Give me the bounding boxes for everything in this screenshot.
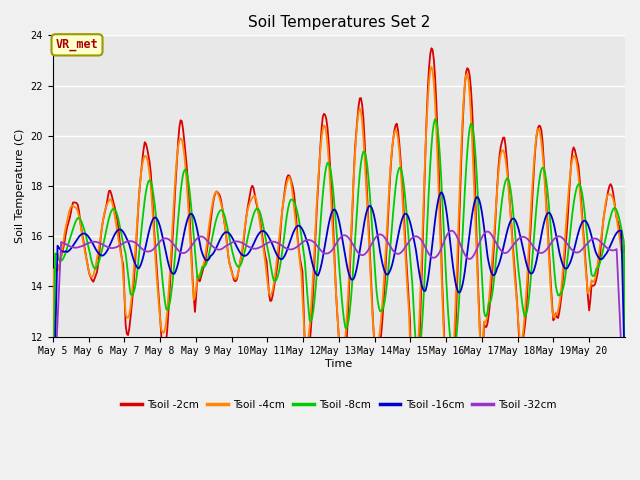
Tsoil -16cm [227, 232, 235, 238]
Tsoil -8cm [397, 165, 404, 171]
Tsoil -32cm [470, 251, 478, 257]
Tsoil -16cm [369, 208, 377, 214]
Tsoil -4cm [369, 321, 377, 326]
Line: Tsoil -32cm: Tsoil -32cm [52, 231, 625, 429]
Tsoil -32cm [570, 249, 577, 254]
Tsoil -8cm [291, 199, 298, 205]
Tsoil -4cm [410, 401, 417, 407]
Tsoil -4cm [49, 388, 56, 394]
Tsoil -2cm [397, 154, 404, 160]
Tsoil -2cm [291, 191, 298, 197]
Tsoil -2cm [470, 167, 478, 173]
Tsoil -32cm [227, 240, 235, 246]
Line: Tsoil -4cm: Tsoil -4cm [52, 67, 625, 404]
Tsoil -16cm [470, 200, 478, 205]
Tsoil -16cm [49, 437, 56, 443]
Title: Soil Temperatures Set 2: Soil Temperatures Set 2 [248, 15, 430, 30]
Tsoil -32cm [369, 239, 377, 244]
Y-axis label: Soil Temperature (C): Soil Temperature (C) [15, 129, 25, 243]
Tsoil -32cm [291, 246, 298, 252]
Tsoil -2cm [621, 243, 629, 249]
Tsoil -2cm [227, 265, 235, 271]
Tsoil -4cm [291, 205, 298, 211]
Tsoil -8cm [227, 241, 235, 247]
Line: Tsoil -16cm: Tsoil -16cm [52, 192, 625, 440]
Line: Tsoil -2cm: Tsoil -2cm [52, 48, 625, 453]
Tsoil -16cm [437, 190, 445, 195]
Text: VR_met: VR_met [56, 38, 99, 51]
Legend: Tsoil -2cm, Tsoil -4cm, Tsoil -8cm, Tsoil -16cm, Tsoil -32cm: Tsoil -2cm, Tsoil -4cm, Tsoil -8cm, Tsoi… [116, 396, 561, 414]
Tsoil -4cm [571, 154, 579, 159]
Tsoil -8cm [570, 201, 577, 207]
Tsoil -16cm [570, 249, 577, 254]
Tsoil -16cm [621, 381, 629, 387]
X-axis label: Time: Time [325, 359, 353, 369]
Tsoil -32cm [448, 228, 456, 234]
Line: Tsoil -8cm: Tsoil -8cm [52, 119, 625, 449]
Tsoil -8cm [621, 340, 629, 346]
Tsoil -4cm [428, 64, 435, 70]
Tsoil -8cm [431, 116, 439, 122]
Tsoil -8cm [470, 139, 478, 145]
Tsoil -2cm [428, 46, 435, 51]
Tsoil -8cm [49, 446, 56, 452]
Tsoil -4cm [227, 266, 235, 272]
Tsoil -4cm [621, 377, 629, 383]
Tsoil -16cm [291, 228, 298, 234]
Tsoil -8cm [369, 237, 377, 242]
Tsoil -2cm [49, 450, 56, 456]
Tsoil -16cm [397, 222, 404, 228]
Tsoil -4cm [397, 163, 404, 169]
Tsoil -2cm [570, 144, 577, 150]
Tsoil -32cm [397, 250, 404, 256]
Tsoil -2cm [369, 317, 377, 323]
Tsoil -32cm [49, 422, 56, 428]
Tsoil -4cm [472, 226, 479, 232]
Tsoil -32cm [621, 426, 629, 432]
